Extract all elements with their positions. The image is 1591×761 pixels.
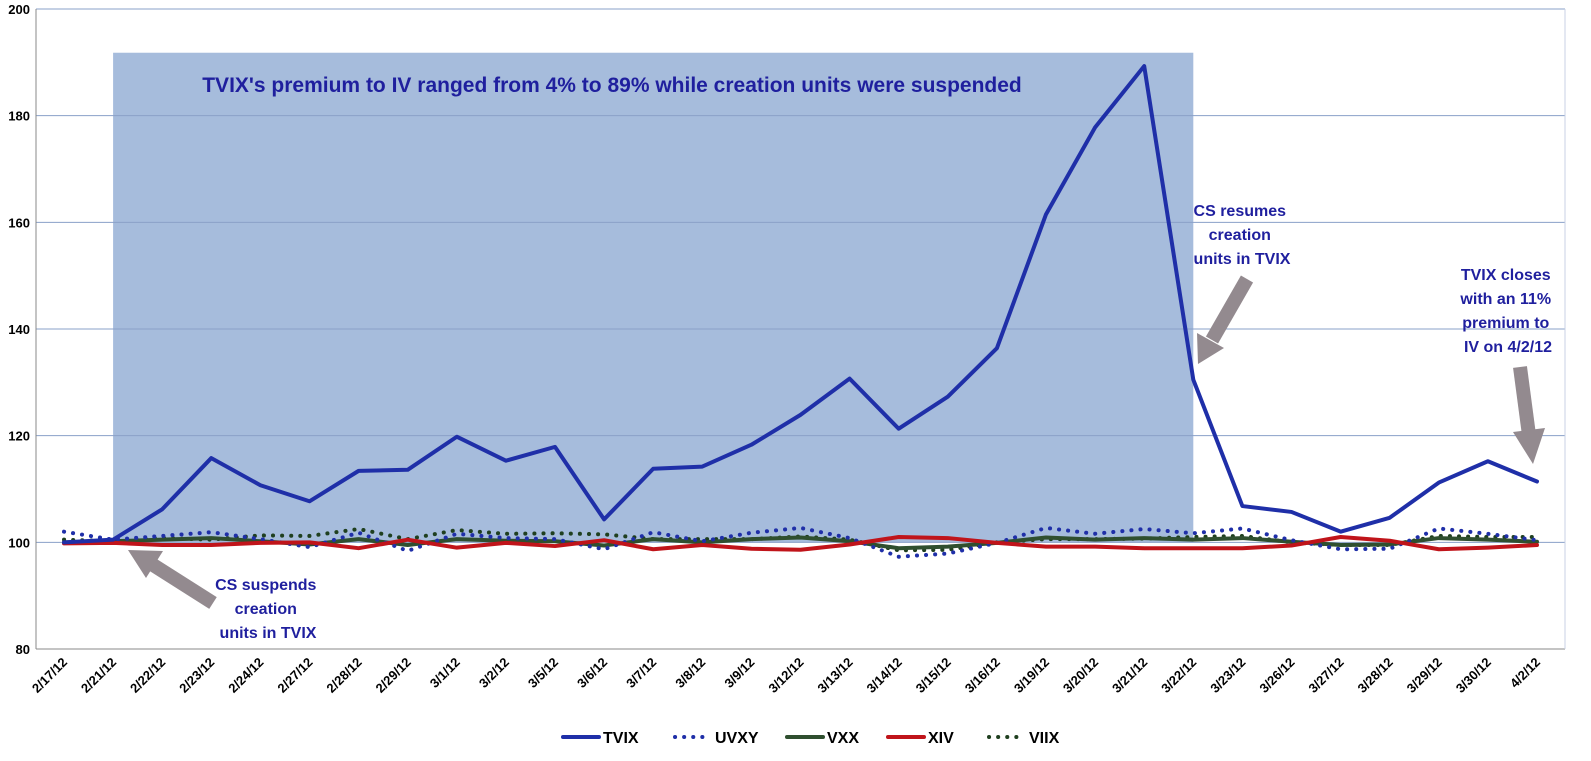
x-tick-labels: 2/17/12 2/21/12 2/22/12 2/23/12 2/24/12 2/27/… (29, 655, 1543, 696)
x-tick-label: 3/26/12 (1256, 655, 1297, 696)
x-tick-label: 3/1/12 (427, 655, 463, 691)
y-tick-label: 100 (8, 535, 30, 550)
x-tick-label: 3/30/12 (1453, 655, 1494, 696)
x-tick-label: 3/8/12 (672, 655, 708, 691)
x-tick-label: 3/13/12 (814, 655, 855, 696)
y-tick-label: 160 (8, 215, 30, 230)
x-tick-label: 3/29/12 (1404, 655, 1445, 696)
x-tick-label: 2/28/12 (323, 655, 364, 696)
arrow-close (1513, 366, 1545, 464)
x-tick-label: 2/23/12 (176, 655, 217, 696)
annotation-close-line: TVIX closes (1461, 267, 1551, 284)
x-tick-label: 3/19/12 (1011, 655, 1052, 696)
y-tick-label: 120 (8, 429, 30, 444)
axes (35, 9, 1566, 650)
x-tick-label: 3/21/12 (1109, 655, 1150, 696)
annotations: TVIX's premium to IV ranged from 4% to 8… (128, 74, 1555, 642)
series-lines (62, 64, 1539, 559)
legend-label: XIV (928, 730, 954, 747)
x-tick-label: 2/22/12 (127, 655, 168, 696)
legend-label: TVIX (603, 730, 639, 747)
annotation-resume: CS resumes creation units in TVIX (1194, 203, 1291, 268)
x-tick-label: 3/7/12 (623, 655, 659, 691)
annotation-close-line: premium to (1462, 315, 1549, 332)
shaded-region-layer (113, 52, 1194, 543)
legend-label: UVXY (715, 730, 759, 747)
annotation-suspend-line: creation (235, 601, 297, 618)
annotation-close-line: IV on 4/2/12 (1464, 339, 1552, 356)
arrow-suspend (128, 550, 217, 609)
y-tick-label: 80 (16, 642, 30, 657)
series-tvix (62, 64, 1539, 545)
x-tick-label: 2/27/12 (274, 655, 315, 696)
legend-label: VXX (827, 730, 859, 747)
x-tick-label: 3/15/12 (913, 655, 954, 696)
legend-item-vxx: VXX (785, 730, 859, 747)
x-tick-label: 3/6/12 (574, 655, 610, 691)
x-tick-label: 2/24/12 (225, 655, 266, 696)
series-viix (62, 526, 1539, 553)
annotation-suspend: CS suspends creation units in TVIX (215, 577, 321, 642)
annotation-close: TVIX closes with an 11% premium to IV on… (1459, 267, 1555, 356)
series-line-viix (62, 526, 1539, 553)
x-tick-label: 3/27/12 (1305, 655, 1346, 696)
y-tick-label: 180 (8, 109, 30, 124)
y-tick-label: 200 (8, 2, 30, 17)
x-tick-label: 3/14/12 (864, 655, 905, 696)
annotation-suspend-line: units in TVIX (220, 625, 317, 642)
x-tick-label: 3/12/12 (765, 655, 806, 696)
legend-label: VIIX (1029, 730, 1060, 747)
legend-item-xiv: XIV (886, 730, 954, 747)
shaded-suspension-region (113, 52, 1194, 543)
series-line-vxx (62, 535, 1539, 551)
series-line-uvxy (62, 525, 1539, 559)
legend: TVIX UVXY VXX XIV VIIX (561, 730, 1060, 747)
annotation-close-line: with an 11% (1459, 291, 1551, 308)
series-xiv (62, 535, 1539, 552)
y-tick-labels: 80 100 120 140 160 180 200 (8, 2, 30, 657)
series-vxx (62, 535, 1539, 551)
annotation-resume-line: creation (1209, 227, 1271, 244)
series-uvxy (62, 525, 1539, 559)
series-line-xiv (62, 535, 1539, 552)
x-tick-label: 2/29/12 (373, 655, 414, 696)
legend-item-uvxy: UVXY (673, 730, 759, 747)
shaded-region-label: TVIX's premium to IV ranged from 4% to 8… (202, 74, 1022, 97)
legend-item-tvix: TVIX (561, 730, 639, 747)
annotation-resume-line: CS resumes (1194, 203, 1287, 220)
x-tick-label: 3/23/12 (1207, 655, 1248, 696)
x-tick-label: 2/21/12 (78, 655, 119, 696)
x-tick-label: 2/17/12 (29, 655, 70, 696)
x-tick-label: 3/22/12 (1158, 655, 1199, 696)
x-tick-label: 3/16/12 (962, 655, 1003, 696)
annotation-resume-line: units in TVIX (1194, 251, 1291, 268)
x-tick-label: 3/2/12 (476, 655, 512, 691)
x-tick-label: 4/2/12 (1507, 655, 1543, 691)
x-tick-label: 3/20/12 (1060, 655, 1101, 696)
x-tick-label: 3/9/12 (721, 655, 757, 691)
x-tick-label: 3/28/12 (1355, 655, 1396, 696)
arrow-resume (1197, 275, 1254, 364)
legend-item-viix: VIIX (987, 730, 1060, 747)
annotation-suspend-line: CS suspends (215, 577, 316, 594)
y-tick-label: 140 (8, 322, 30, 337)
x-tick-label: 3/5/12 (525, 655, 561, 691)
series-line-tvix (62, 64, 1539, 545)
